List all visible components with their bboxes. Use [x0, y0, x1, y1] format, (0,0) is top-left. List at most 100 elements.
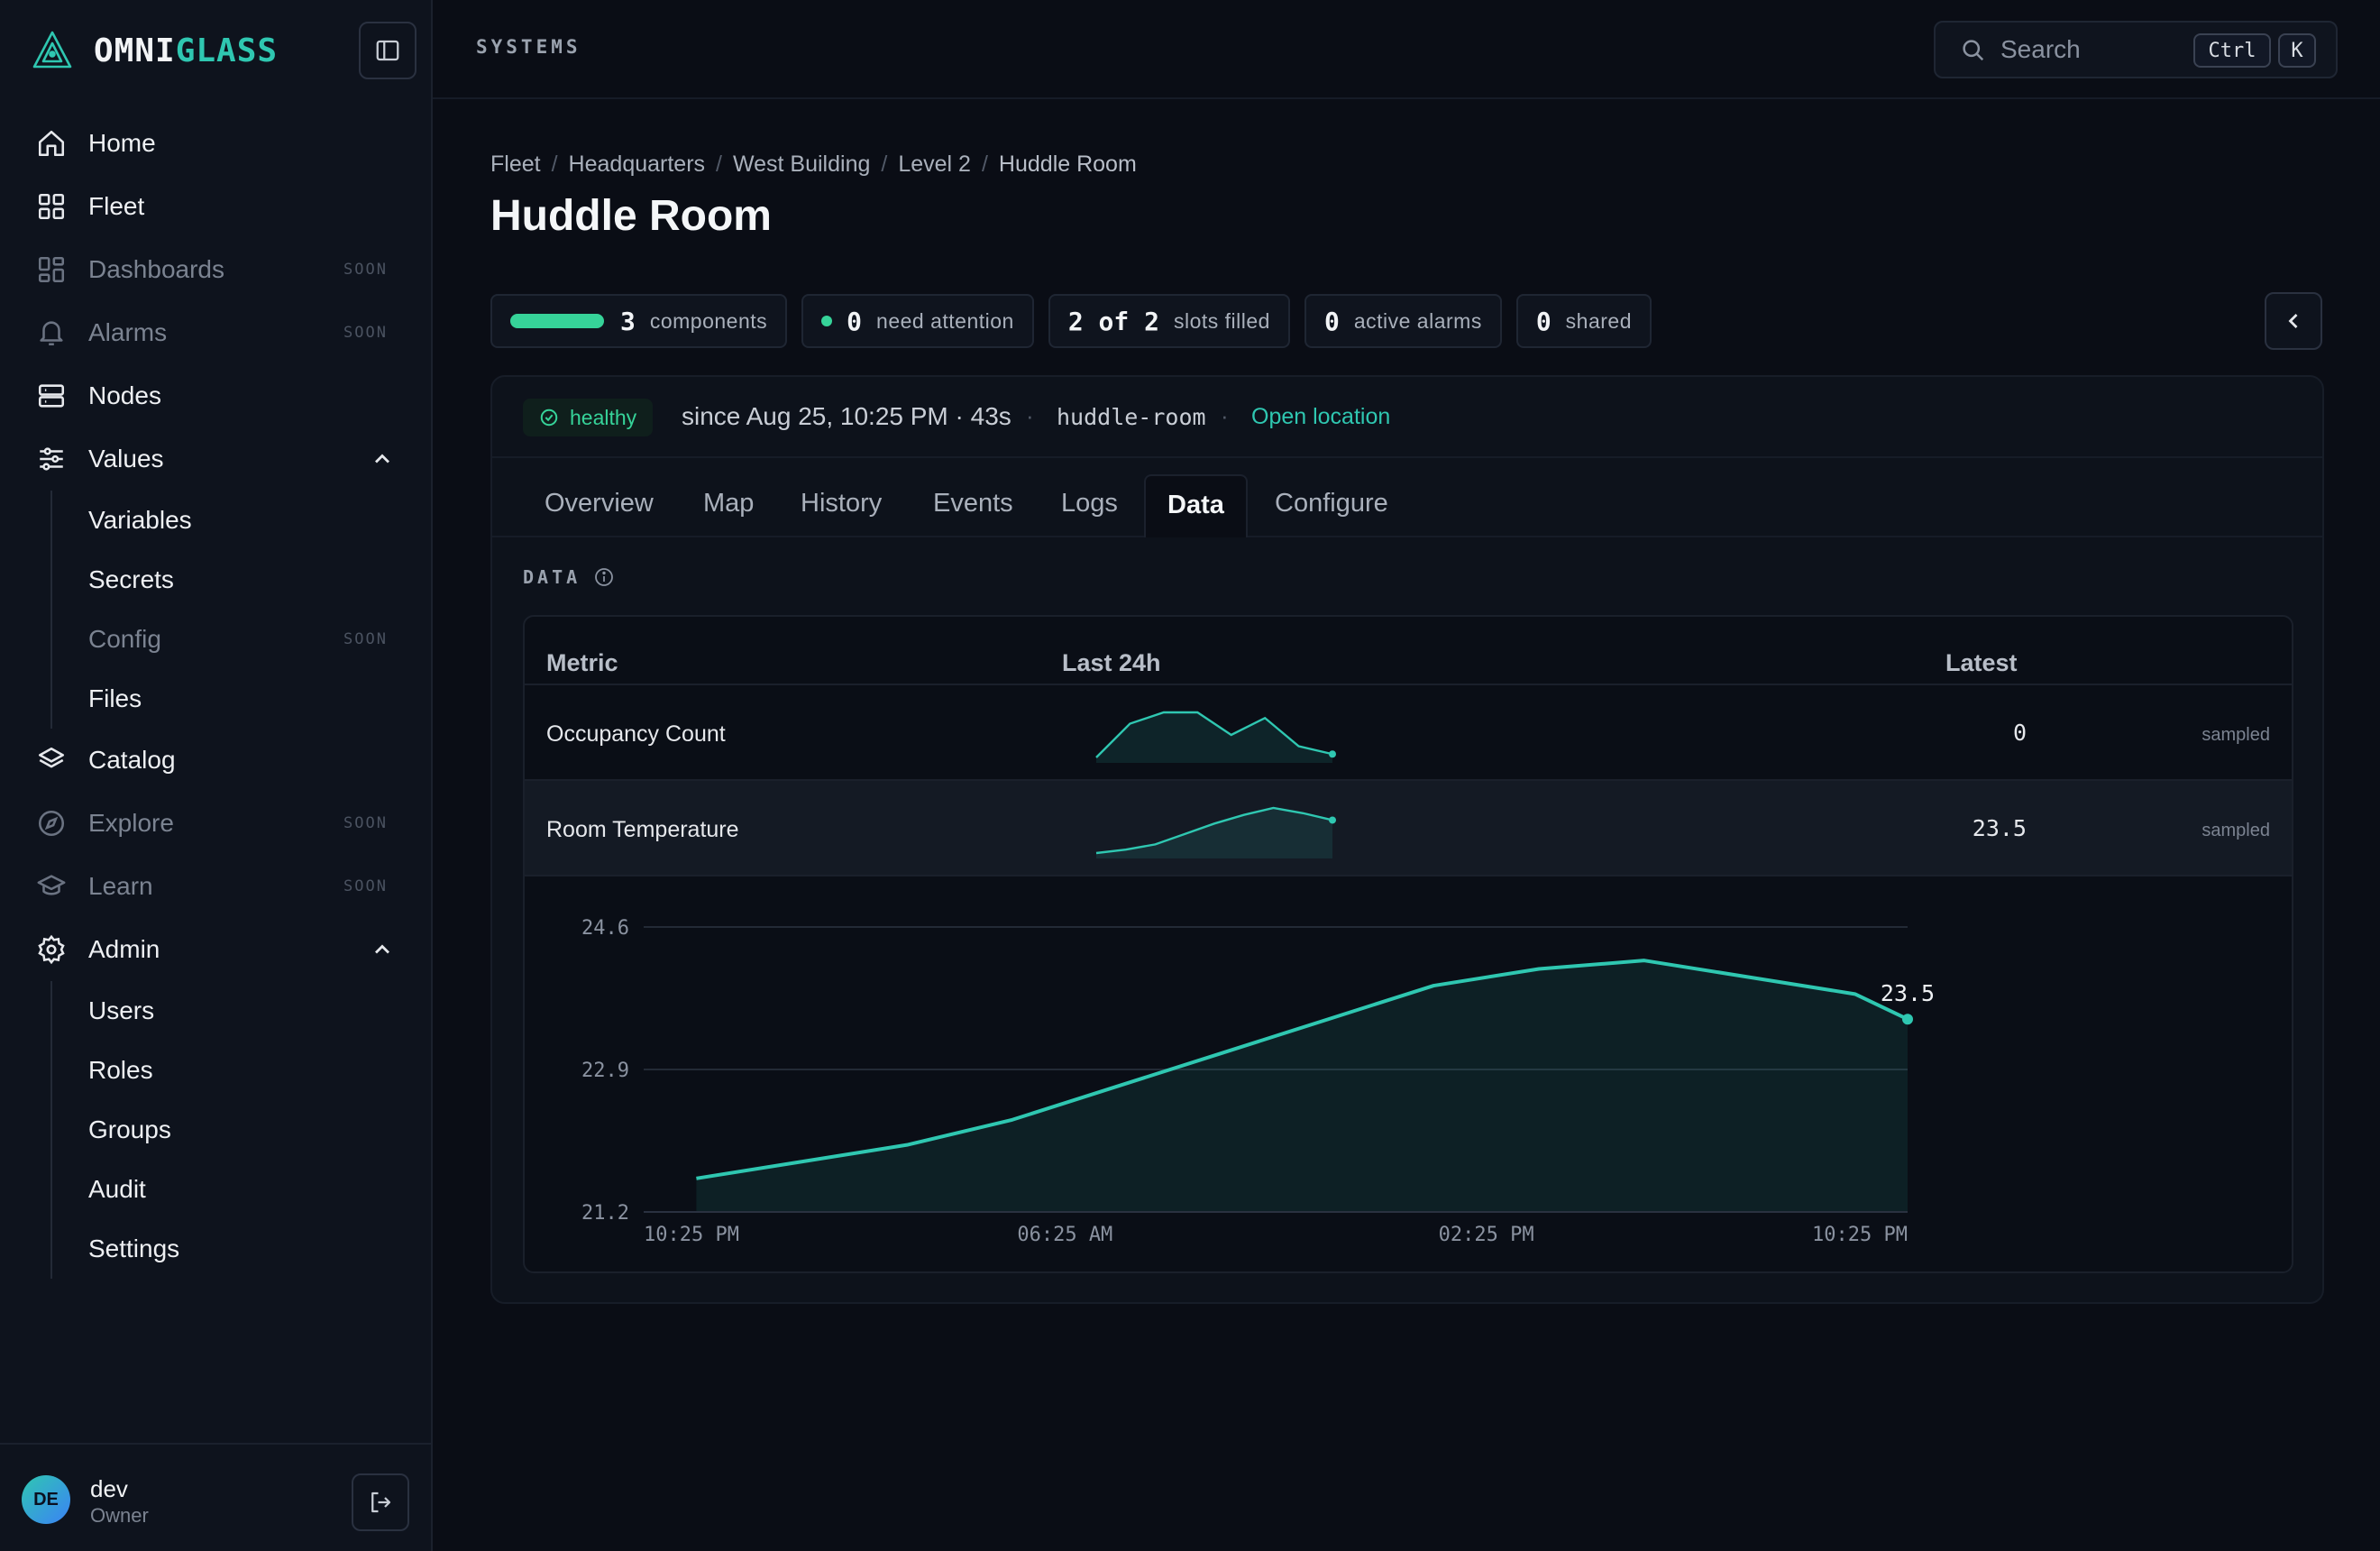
attention-stat[interactable]: 0 need attention	[801, 294, 1034, 348]
sidebar-item-settings[interactable]: Settings	[88, 1234, 180, 1262]
components-stat[interactable]: 3 components	[490, 294, 788, 348]
tab-bar: Overview Map History Events Logs Data Co…	[492, 460, 2322, 537]
page-title: Huddle Room	[490, 192, 772, 240]
tab-map[interactable]: Map	[703, 489, 755, 518]
sparkline-line	[1095, 806, 1333, 855]
sidebar-item-variables[interactable]: Variables	[88, 506, 192, 534]
tab-overview[interactable]: Overview	[545, 489, 654, 518]
sidebar-item-secrets[interactable]: Secrets	[88, 565, 174, 593]
breadcrumb-headquarters[interactable]: Headquarters	[568, 151, 706, 177]
logo-icon	[32, 31, 72, 69]
health-bar	[510, 314, 604, 328]
sidebar-item-nodes[interactable]: Nodes	[0, 364, 431, 427]
tab-data[interactable]: Data	[1144, 474, 1248, 537]
sidebar-item-alarms[interactable]: Alarms SOON	[0, 301, 431, 364]
soon-badge: SOON	[343, 261, 388, 279]
table-row[interactable]: Room Temperature 23.5 sampled	[525, 781, 2292, 876]
logout-button[interactable]	[352, 1473, 409, 1531]
sidebar-item-label: Learn	[88, 872, 153, 900]
shared-stat[interactable]: 0 shared	[1515, 294, 1652, 348]
breadcrumb-west-building[interactable]: West Building	[732, 151, 871, 177]
sidebar-item-roles[interactable]: Roles	[88, 1056, 153, 1084]
sliders-icon	[34, 442, 69, 476]
sidebar-item-audit[interactable]: Audit	[88, 1175, 146, 1203]
home-icon	[34, 126, 69, 161]
tab-history[interactable]: History	[801, 489, 883, 518]
search-input[interactable]: Search Ctrl K	[1934, 21, 2338, 78]
logout-icon	[371, 1491, 391, 1513]
tab-events[interactable]: Events	[933, 489, 1013, 518]
section-title: SYSTEMS	[476, 36, 581, 58]
metric-name: Occupancy Count	[546, 721, 726, 747]
x-tick-label: 10:25 PM	[1812, 1224, 1908, 1246]
table-row[interactable]: Occupancy Count 0 sampled	[525, 685, 2292, 781]
y-tick-label: 22.9	[581, 1060, 629, 1082]
sidebar-item-label: Nodes	[88, 381, 161, 409]
values-submenu: Variables Secrets Config SOON Files	[50, 491, 431, 729]
admin-submenu: Users Roles Groups Audit Settings	[50, 981, 431, 1279]
alarms-stat[interactable]: 0 active alarms	[1304, 294, 1502, 348]
x-tick-label: 10:25 PM	[644, 1224, 739, 1246]
system-panel: healthy since Aug 25, 10:25 PM · 43s · h…	[490, 375, 2324, 1304]
sparkline-area	[1096, 808, 1332, 858]
sidebar-item-learn[interactable]: Learn SOON	[0, 855, 431, 918]
gear-icon	[34, 932, 69, 967]
x-tick-label: 02:25 PM	[1439, 1224, 1534, 1246]
soon-badge: SOON	[343, 324, 388, 342]
chevron-up-icon[interactable]	[370, 937, 395, 962]
compass-icon	[34, 806, 69, 840]
sidebar-item-config[interactable]: Config SOON	[52, 610, 431, 669]
tab-configure[interactable]: Configure	[1275, 489, 1388, 518]
x-tick-label: 06:25 AM	[1017, 1224, 1112, 1246]
shortcut-key-k: K	[2278, 33, 2316, 68]
soon-badge: SOON	[343, 877, 388, 895]
bell-icon	[34, 316, 69, 350]
user-profile: DE dev Owner	[0, 1443, 431, 1551]
sidebar-item-home[interactable]: Home	[0, 112, 431, 175]
sidebar-item-users[interactable]: Users	[88, 996, 155, 1024]
sidebar-item-label: Config	[88, 625, 161, 653]
latest-value: 0	[2012, 720, 2027, 746]
separator-dot: ·	[1221, 402, 1229, 429]
sidebar-item-label: Dashboards	[88, 255, 224, 283]
collapse-panel-button[interactable]	[2265, 292, 2322, 350]
sidebar-item-values[interactable]: Values	[0, 427, 431, 491]
breadcrumb-fleet[interactable]: Fleet	[490, 151, 541, 177]
sidebar-item-explore[interactable]: Explore SOON	[0, 792, 431, 855]
sparkline-area	[1096, 712, 1332, 763]
open-location-link[interactable]: Open location	[1251, 404, 1391, 429]
user-role: Owner	[90, 1504, 149, 1527]
server-icon	[34, 379, 69, 413]
avatar[interactable]: DE	[22, 1475, 70, 1524]
shortcut-key-ctrl: Ctrl	[2193, 33, 2271, 68]
soon-badge: SOON	[343, 630, 388, 648]
breadcrumb-level-2[interactable]: Level 2	[898, 151, 971, 177]
sidebar-item-label: Explore	[88, 809, 174, 837]
brand-logo[interactable]: OMNIGLASS	[31, 27, 278, 74]
tab-logs[interactable]: Logs	[1061, 489, 1118, 518]
sidebar-item-catalog[interactable]: Catalog	[0, 729, 431, 792]
dashboard-icon	[34, 252, 69, 287]
info-icon[interactable]	[593, 566, 615, 588]
chevron-up-icon[interactable]	[370, 446, 395, 472]
source-label: sampled	[2202, 725, 2270, 745]
status-badge: healthy	[523, 399, 654, 436]
sidebar-item-groups[interactable]: Groups	[88, 1115, 171, 1143]
sidebar: OMNIGLASS Home Fleet Dashboards SOON Ala…	[0, 0, 433, 1551]
series-line	[696, 959, 1909, 1180]
data-section-label: DATA	[523, 566, 615, 588]
sidebar-collapse-button[interactable]	[359, 22, 416, 79]
sparkline-line	[1095, 711, 1333, 758]
slots-stat[interactable]: 2 of 2 slots filled	[1048, 294, 1290, 348]
sidebar-nav: Home Fleet Dashboards SOON Alarms SOON N…	[0, 112, 431, 1279]
brand-name: OMNIGLASS	[94, 32, 279, 69]
series-last-point	[1902, 1014, 1913, 1025]
graduation-cap-icon	[34, 869, 69, 904]
sidebar-item-files[interactable]: Files	[88, 684, 142, 712]
chevron-left-icon	[2288, 314, 2298, 328]
check-circle-icon	[540, 408, 558, 427]
stats-bar: 3 components 0 need attention 2 of 2 slo…	[490, 294, 1666, 348]
sidebar-item-dashboards[interactable]: Dashboards SOON	[0, 238, 431, 301]
sidebar-item-fleet[interactable]: Fleet	[0, 175, 431, 238]
sidebar-item-admin[interactable]: Admin	[0, 918, 431, 981]
